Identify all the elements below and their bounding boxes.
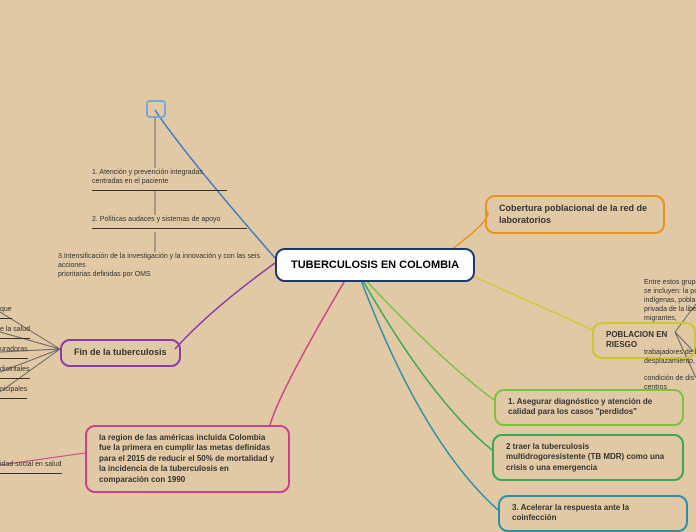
central-node[interactable]: TUBERCULOSIS EN COLOMBIA	[275, 248, 475, 282]
frag-3: uradoras	[0, 345, 28, 359]
note-1: 1. Atención y prevención integradas cent…	[92, 168, 227, 191]
node-traer[interactable]: 2 traer la tuberculosis multidrogoresist…	[492, 434, 684, 481]
note-3: 3.Intensificación de la investigación y …	[58, 252, 268, 279]
node-acelerar[interactable]: 3. Acelerar la respuesta ante la coinfec…	[498, 495, 688, 532]
frag-6: idad social en salud	[0, 460, 62, 474]
cobertura-label: Cobertura poblacional de la red de labor…	[499, 203, 647, 225]
fin-label: Fin de la tuberculosis	[74, 347, 167, 357]
region-label: la region de las américas incluida Colom…	[99, 433, 274, 484]
node-region[interactable]: la region de las américas incluida Colom…	[85, 425, 290, 493]
node-asegurar[interactable]: 1. Asegurar diagnóstico y atención de ca…	[494, 389, 684, 426]
frag-4: distritales	[0, 365, 30, 379]
riesgo-note-1: Entre estos grupos se incluyen: la po in…	[644, 278, 696, 323]
riesgo-note-2: trabajadores de l desplazamiento,	[644, 348, 696, 366]
node-cobertura[interactable]: Cobertura poblacional de la red de labor…	[485, 195, 665, 234]
node-fin[interactable]: Fin de la tuberculosis	[60, 339, 181, 367]
poblacion-label: POBLACION EN RIESGO	[606, 330, 667, 349]
pillar-root-box	[146, 100, 166, 118]
riesgo-note-3: condición de dis centros	[644, 374, 696, 392]
frag-2: e la salud	[0, 325, 30, 339]
frag-5: nicipales	[0, 385, 27, 399]
frag-1: que	[0, 305, 12, 319]
central-label: TUBERCULOSIS EN COLOMBIA	[291, 259, 459, 271]
traer-label: 2 traer la tuberculosis multidrogoresist…	[506, 442, 664, 472]
acelerar-label: 3. Acelerar la respuesta ante la coinfec…	[512, 503, 629, 522]
note-2: 2. Políticas audaces y sistemas de apoyo	[92, 215, 247, 229]
asegurar-label: 1. Asegurar diagnóstico y atención de ca…	[508, 397, 652, 416]
